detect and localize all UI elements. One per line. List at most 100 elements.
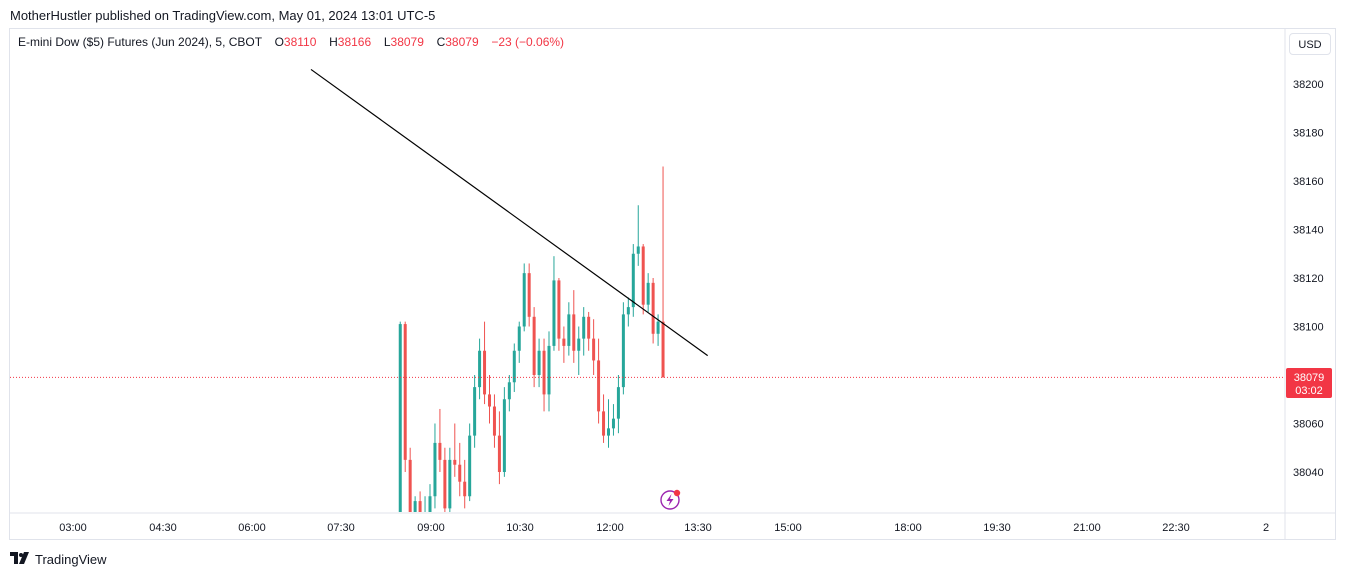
y-tick-label: 38100: [1293, 322, 1324, 334]
candle-body: [463, 481, 467, 497]
x-tick-label: 06:00: [238, 522, 266, 534]
candle-body: [532, 316, 536, 375]
x-tick-label: 21:00: [1073, 522, 1101, 534]
last-price-tag: 38079 03:02: [1286, 368, 1332, 398]
candle-body: [661, 321, 665, 378]
candle-body: [641, 246, 645, 305]
candle-body: [473, 387, 477, 436]
candle: [522, 263, 526, 332]
candle-body: [468, 435, 472, 497]
candle: [433, 423, 437, 509]
candle: [438, 408, 442, 472]
candle: [527, 263, 531, 327]
last-price-value: 38079: [1294, 372, 1325, 384]
x-tick-label: 07:30: [327, 522, 355, 534]
x-tick-label: 10:30: [506, 522, 534, 534]
candle: [507, 375, 511, 412]
candle: [572, 290, 576, 363]
symbol-legend[interactable]: E-mini Dow ($5) Futures (Jun 2024), 5, C…: [18, 35, 565, 49]
y-tick-label: 38160: [1293, 176, 1324, 188]
symbol-name: E-mini Dow ($5) Futures (Jun 2024): [18, 35, 209, 49]
price-axis[interactable]: 38040 38060 38100 38120 38140 38160 38180 38200: [1293, 79, 1324, 479]
candle-body: [621, 314, 625, 388]
candle-body: [607, 428, 610, 436]
candle: [408, 447, 412, 512]
candle-body: [403, 324, 407, 460]
candle: [552, 256, 556, 351]
candle-body: [433, 442, 437, 497]
candle: [626, 297, 630, 327]
candle: [418, 491, 422, 512]
candle-body: [567, 314, 571, 346]
candle-body: [413, 501, 417, 512]
candle: [398, 321, 402, 512]
candle-body: [587, 316, 591, 339]
x-tick-label: 18:00: [894, 522, 922, 534]
candle-body: [522, 273, 526, 327]
y-tick-label: 38180: [1293, 128, 1324, 140]
candle: [403, 321, 407, 472]
y-tick-label: 38120: [1293, 273, 1324, 285]
candle: [641, 244, 645, 315]
brand-name: TradingView: [35, 552, 107, 567]
candle: [532, 307, 536, 388]
candle: [448, 447, 452, 512]
candle-body: [458, 464, 462, 482]
lightning-icon[interactable]: [660, 489, 681, 510]
candle: [602, 394, 606, 443]
trendline[interactable]: [310, 68, 709, 357]
candle-body: [512, 350, 516, 383]
x-tick-label: 19:30: [983, 522, 1011, 534]
x-tick-label: 2: [1263, 522, 1269, 534]
candle: [631, 244, 635, 317]
candle: [537, 338, 541, 388]
candle: [492, 394, 496, 448]
candles-layer: [398, 166, 665, 512]
high-value: 38166: [337, 35, 372, 49]
x-tick-label: 09:00: [417, 522, 445, 534]
candle: [651, 278, 655, 344]
candle: [413, 496, 417, 512]
candle: [468, 423, 472, 502]
candle: [478, 338, 482, 400]
candle-body: [602, 411, 606, 436]
footer[interactable]: TradingView: [10, 552, 107, 567]
open-value: 38110: [283, 35, 317, 49]
candle: [428, 484, 432, 512]
candle-body: [478, 350, 482, 388]
candle: [607, 399, 610, 448]
close-value: 38079: [445, 35, 479, 49]
candle: [488, 375, 491, 424]
candle-body: [631, 253, 635, 308]
candle: [517, 321, 521, 363]
candle-body: [626, 307, 630, 315]
y-tick-label: 38060: [1293, 419, 1324, 431]
time-axis[interactable]: 03:00 04:30 06:00 07:30 09:00 10:30 12:00 13:30…: [59, 522, 1269, 534]
y-tick-label: 38140: [1293, 225, 1324, 237]
candle-body: [616, 387, 620, 419]
candle-body: [507, 382, 511, 400]
candle-body: [557, 280, 561, 339]
candle: [567, 302, 571, 356]
y-tick-label: 38200: [1293, 79, 1324, 91]
candle-body: [572, 314, 576, 351]
candle-body: [502, 399, 506, 472]
candle-body: [651, 282, 655, 334]
candle-body: [398, 324, 402, 512]
candle-body: [483, 350, 487, 395]
currency-button[interactable]: USD: [1289, 33, 1331, 55]
close-label: C: [436, 35, 446, 49]
bar-countdown: 03:02: [1295, 385, 1323, 397]
candle-body: [488, 394, 491, 407]
candle: [611, 404, 615, 436]
candle: [542, 338, 546, 412]
candle: [483, 321, 487, 405]
candle-body: [636, 246, 640, 254]
candle-body: [443, 459, 447, 509]
high-label: H: [329, 35, 338, 49]
candle-body: [448, 459, 452, 509]
candle: [577, 326, 581, 375]
candle-body: [597, 360, 601, 412]
candle-body: [542, 350, 546, 395]
